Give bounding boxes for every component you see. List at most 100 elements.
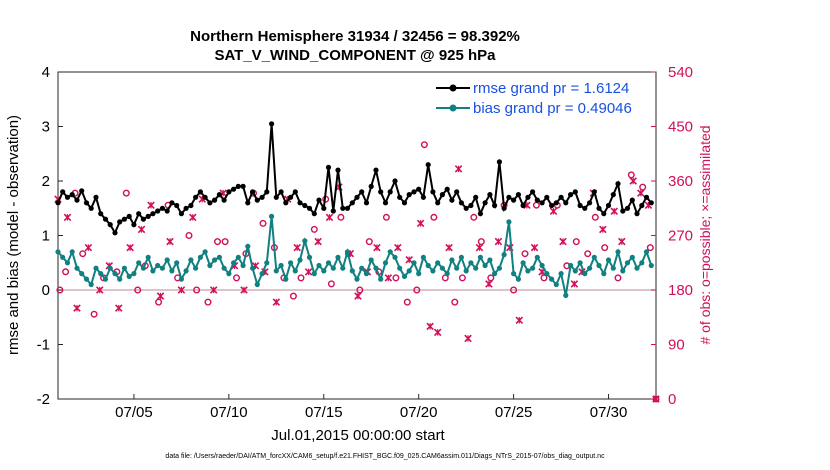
bias-point	[639, 260, 644, 265]
rmse-point	[416, 187, 421, 192]
bias-point	[127, 274, 132, 279]
bias-point	[440, 266, 445, 271]
data-file-note: data file: /Users/raeder/DAI/ATM_forcXX/…	[165, 453, 605, 460]
y-right-tick-label: 180	[668, 282, 693, 299]
bias-point	[108, 266, 113, 271]
bias-point	[397, 266, 402, 271]
rmse-point	[596, 206, 601, 211]
rmse-point	[136, 211, 141, 216]
bias-point	[606, 257, 611, 262]
y-tick-label: 1	[42, 228, 50, 245]
bias-point	[416, 271, 421, 276]
rmse-point	[98, 211, 103, 216]
bias-point	[559, 271, 564, 276]
rmse-point	[592, 189, 597, 194]
rmse-point	[625, 206, 630, 211]
y-right-tick-label: 450	[668, 119, 693, 136]
rmse-point	[544, 195, 549, 200]
rmse-point	[283, 200, 288, 205]
chart: Northern Hemisphere 31934 / 32456 = 98.3…	[0, 0, 830, 470]
bias-point	[236, 255, 241, 260]
bias-point	[146, 255, 151, 260]
y-tick-label: 3	[42, 119, 50, 136]
bias-point	[430, 268, 435, 273]
bias-point	[578, 260, 583, 265]
x-tick-label: 07/10	[210, 404, 248, 421]
bias-point	[554, 282, 559, 287]
rmse-point	[364, 200, 369, 205]
y-right-tick-label: 270	[668, 228, 693, 245]
rmse-point	[383, 200, 388, 205]
bias-point	[630, 255, 635, 260]
bias-point	[620, 268, 625, 273]
rmse-point	[359, 189, 364, 194]
rmse-point	[103, 217, 108, 222]
rmse-point	[198, 189, 203, 194]
rmse-point	[250, 189, 255, 194]
rmse-point	[302, 203, 307, 208]
bias-point	[136, 260, 141, 265]
bias-point	[563, 293, 568, 298]
bias-point	[141, 266, 146, 271]
rmse-point	[89, 206, 94, 211]
bias-point	[487, 257, 492, 262]
rmse-point	[70, 192, 75, 197]
bias-point	[321, 268, 326, 273]
bias-point	[307, 255, 312, 260]
rmse-point	[274, 195, 279, 200]
legend-rmse-marker	[450, 85, 457, 92]
rmse-point	[639, 203, 644, 208]
rmse-point	[568, 192, 573, 197]
bias-point	[601, 271, 606, 276]
chart-title: Northern Hemisphere 31934 / 32456 = 98.3…	[190, 28, 520, 45]
rmse-point	[487, 192, 492, 197]
bias-point	[131, 271, 136, 276]
bias-point	[506, 219, 511, 224]
bias-point	[359, 266, 364, 271]
bias-point	[445, 271, 450, 276]
bias-point	[155, 263, 160, 268]
bias-point	[435, 260, 440, 265]
rmse-point	[160, 206, 165, 211]
rmse-point	[516, 192, 521, 197]
bias-point	[188, 257, 193, 262]
y-right-tick-label: 540	[668, 64, 693, 81]
bias-point	[350, 268, 355, 273]
bias-point	[283, 277, 288, 282]
y-tick-label: 4	[42, 64, 50, 81]
bias-point	[150, 268, 155, 273]
bias-point	[392, 255, 397, 260]
bias-point	[60, 255, 65, 260]
rmse-point	[340, 206, 345, 211]
bias-point	[260, 271, 265, 276]
rmse-point	[236, 184, 241, 189]
y-axis-label-right: # of obs: o=possible; ×=assimilated	[697, 125, 713, 344]
legend-bias-label: bias grand pr = 0.49046	[473, 100, 632, 117]
bias-point	[74, 266, 79, 271]
bias-point	[592, 255, 597, 260]
rmse-point	[573, 189, 578, 194]
rmse-point	[587, 200, 592, 205]
rmse-point	[84, 200, 89, 205]
bias-point	[634, 266, 639, 271]
y-tick-label: -2	[37, 391, 50, 408]
bias-point	[84, 277, 89, 282]
rmse-point	[55, 200, 60, 205]
bias-point	[231, 260, 236, 265]
bias-point	[568, 263, 573, 268]
rmse-point	[454, 189, 459, 194]
rmse-point	[525, 195, 530, 200]
rmse-point	[502, 206, 507, 211]
x-tick-label: 07/30	[590, 404, 628, 421]
rmse-point	[506, 195, 511, 200]
rmse-point	[60, 189, 65, 194]
rmse-point	[615, 181, 620, 186]
rmse-point	[127, 214, 132, 219]
bias-point	[193, 266, 198, 271]
y-tick-label: 0	[42, 282, 50, 299]
rmse-point	[473, 195, 478, 200]
bias-point	[426, 263, 431, 268]
rmse-point	[165, 208, 170, 213]
rmse-point	[93, 195, 98, 200]
rmse-point	[483, 200, 488, 205]
